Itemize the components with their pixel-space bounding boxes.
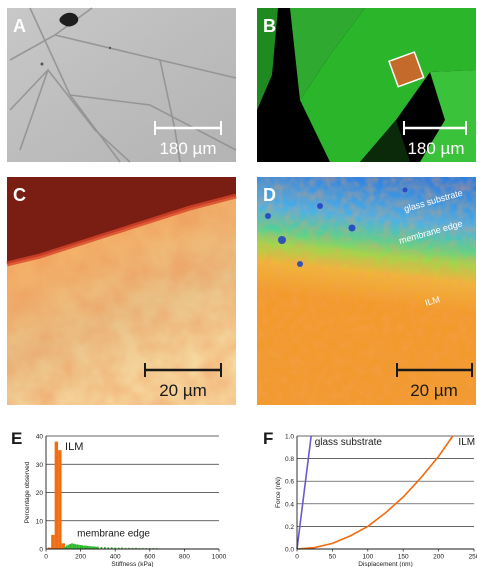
panel-f-letter: F xyxy=(263,429,273,448)
x-tick-label: 200 xyxy=(433,554,444,561)
ilm-bar xyxy=(54,441,59,549)
y-tick-label: 0 xyxy=(39,547,43,554)
membrane-edge-bar xyxy=(76,544,79,549)
membrane-edge-bar xyxy=(71,543,73,549)
membrane-edge-bar xyxy=(131,547,134,549)
y-tick-label: 0.8 xyxy=(285,456,294,463)
membrane-edge-bar xyxy=(100,547,103,549)
membrane-edge-bar xyxy=(135,547,137,549)
ilm-curve xyxy=(296,435,454,550)
x-tick-label: 400 xyxy=(110,554,121,561)
membrane-edge-bar xyxy=(72,543,75,549)
panel-e-letter: E xyxy=(11,429,22,448)
x-tick-label: 800 xyxy=(179,554,190,561)
membrane-edge-bar xyxy=(64,546,66,549)
membrane-edge-bar xyxy=(88,546,91,549)
x-tick-label: 0 xyxy=(295,554,299,561)
membrane-edge-bar xyxy=(81,545,84,549)
membrane-edge-bar xyxy=(83,545,85,549)
panel-a-letter: A xyxy=(13,16,26,36)
y-tick-label: 30 xyxy=(36,462,44,469)
series-label-glass-substrate: glass substrate xyxy=(315,437,383,448)
fluorescent-membrane xyxy=(257,8,476,162)
x-axis-label: Displacement (nm) xyxy=(358,561,413,567)
membrane-edge-bar xyxy=(79,545,82,549)
panel-b: B 180 µm xyxy=(257,8,476,162)
x-tick-label: 1000 xyxy=(212,554,227,561)
membrane-edge-bar xyxy=(103,547,106,549)
x-tick-label: 0 xyxy=(44,554,48,561)
membrane-edge-bar xyxy=(110,547,113,549)
panel-a: A 180 µm xyxy=(7,7,237,163)
x-tick-label: 150 xyxy=(398,554,409,561)
membrane-edge-bar xyxy=(78,544,80,549)
membrane-edge-bar xyxy=(65,545,68,549)
membrane-edge xyxy=(6,193,237,267)
membrane-edge-bar xyxy=(90,546,92,549)
x-tick-label: 100 xyxy=(362,554,373,561)
panel-b-scalebar-label: 180 µm xyxy=(407,139,464,158)
selected-region xyxy=(388,51,425,88)
glass-region xyxy=(7,177,236,264)
y-axis-label: Percentage observed xyxy=(24,461,31,523)
y-tick-label: 20 xyxy=(36,490,44,497)
membrane-edge-bar xyxy=(114,547,117,549)
panel-d: D glass substrate membrane edge ILM 20 µ… xyxy=(257,177,476,405)
panel-b-letter: B xyxy=(263,16,276,36)
glass-pores xyxy=(265,187,408,267)
membrane-edge-bar xyxy=(97,546,99,549)
membrane-folds xyxy=(9,7,237,163)
debris xyxy=(59,12,79,27)
y-tick-label: 40 xyxy=(36,434,44,441)
membrane-edge-bar xyxy=(74,544,77,549)
y-tick-label: 0.4 xyxy=(285,501,294,508)
membrane-edge-bar xyxy=(107,547,110,549)
y-tick-label: 0.0 xyxy=(285,547,294,554)
membrane-edge-bar xyxy=(117,547,120,549)
force-displacement-chart: 0.0 0.2 0.4 0.6 0.8 1.0 0 50 100 150 200 250 Displac… xyxy=(275,434,477,567)
ilm-bar xyxy=(58,450,62,549)
x-axis-label: Stiffness (kPa) xyxy=(111,561,153,567)
annotation-membrane-edge: membrane edge xyxy=(77,528,150,539)
membrane-edge-bar xyxy=(86,545,89,549)
y-tick-label: 0.6 xyxy=(285,479,294,486)
label-ilm: ILM xyxy=(424,294,441,308)
panel-c-letter: C xyxy=(13,185,26,205)
panel-d-scalebar-label: 20 µm xyxy=(410,381,458,400)
ilm-bar xyxy=(51,534,55,549)
x-tick-label: 250 xyxy=(469,554,477,561)
glass-substrate-curve xyxy=(296,435,312,550)
membrane-edge-bar xyxy=(84,545,87,549)
y-axis-label: Force (nN) xyxy=(275,477,282,508)
membrane-edge-bar xyxy=(69,543,72,549)
ilm-bar xyxy=(61,543,66,549)
membrane-edge-bar xyxy=(93,546,96,549)
y-tick-label: 10 xyxy=(36,518,44,525)
panel-a-scalebar-label: 180 µm xyxy=(159,139,216,158)
y-tick-label: 0.2 xyxy=(285,524,294,531)
panel-c-scalebar-label: 20 µm xyxy=(159,381,207,400)
x-tick-label: 600 xyxy=(144,554,155,561)
y-tick-label: 1.0 xyxy=(285,434,294,441)
membrane-edge-bar xyxy=(128,547,130,549)
membrane-edge-bar xyxy=(95,546,98,549)
membrane-edge-bar xyxy=(124,547,127,549)
annotation-ilm: ILM xyxy=(65,441,83,453)
panel-d-letter: D xyxy=(263,185,276,205)
ilm-bar xyxy=(47,547,52,549)
series-label-ilm: ILM xyxy=(458,437,475,448)
membrane-edge-bar xyxy=(91,546,94,549)
panel-f: F 0.0 0.2 0.4 0.6 0.8 1.0 0 50 100 150 200 250 Displ… xyxy=(263,429,477,567)
panel-c: C 20 µm xyxy=(6,177,237,405)
x-tick-label: 200 xyxy=(75,554,86,561)
membrane-edge-bar xyxy=(67,544,70,549)
membrane-edge-bar xyxy=(121,547,123,549)
x-tick-label: 50 xyxy=(329,554,337,561)
